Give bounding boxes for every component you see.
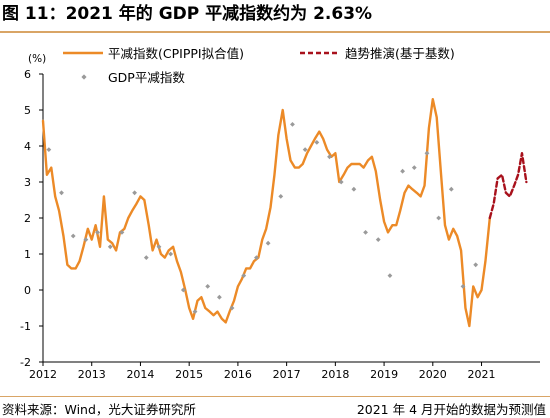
y-tick-label: 0	[24, 284, 31, 297]
legend-gdp-swatch	[81, 74, 87, 80]
gdp-deflator-point	[473, 262, 479, 268]
gdp-deflator-point	[436, 215, 442, 221]
gdp-deflator-point	[132, 190, 138, 196]
gdp-deflator-point	[241, 273, 247, 278]
x-tick-label: 2018	[321, 368, 349, 381]
gdp-deflator-point	[95, 230, 100, 235]
x-tick-label: 2012	[29, 368, 57, 381]
gdp-deflator-point	[59, 190, 64, 196]
gdp-deflator-point	[216, 294, 222, 300]
y-tick-label: 2	[24, 212, 31, 225]
gdp-deflator-point	[387, 273, 393, 278]
fitted-deflator-line	[41, 98, 492, 328]
gdp-deflator-point	[375, 237, 381, 242]
legend-fitted-label: 平减指数(CPIPPI拟合值)	[108, 46, 244, 61]
gdp-deflator-point	[411, 165, 417, 170]
gdp-deflator-point	[290, 122, 295, 127]
y-tick-label: 3	[24, 176, 31, 189]
title-rule	[0, 31, 550, 33]
y-tick-label: -2	[20, 356, 31, 369]
y-tick-label: 4	[24, 140, 31, 153]
gdp-deflator-point	[143, 255, 149, 260]
chart: -2 -1 0 1 2 3 4 5 6 (%) 2012 2013 2014 2015 2016 2017 20…	[20, 46, 540, 381]
y-tick-label: 5	[24, 104, 31, 117]
gdp-deflator-point	[302, 147, 308, 152]
gdp-deflator-point	[83, 237, 89, 242]
axes: -2 -1 0 1 2 3 4 5 6 (%) 2012 2013 2014 2015 2016 2017 20…	[20, 53, 540, 381]
gdp-deflator-point	[180, 287, 186, 293]
gdp-deflator-point	[400, 168, 405, 174]
footer-rule	[0, 396, 550, 397]
x-tick-label: 2020	[419, 368, 447, 381]
x-tick-label: 2015	[175, 368, 203, 381]
gdp-deflator-point	[107, 244, 113, 250]
gdp-deflator-point	[265, 240, 271, 246]
legend-forecast-label: 趋势推演(基于基数)	[345, 46, 455, 61]
x-tick-label: 2013	[78, 368, 106, 381]
gdp-deflator-point	[192, 309, 198, 314]
gdp-deflator-point	[278, 194, 284, 199]
gdp-deflator-point	[327, 154, 332, 160]
gdp-deflator-point	[205, 284, 211, 289]
gdp-deflator-point	[70, 233, 76, 239]
gdp-deflator-point	[351, 186, 357, 192]
gdp-deflator-point	[460, 284, 466, 289]
legend: 平减指数(CPIPPI拟合值) 趋势推演(基于基数) GDP平减指数	[63, 46, 455, 85]
x-tick-label: 2016	[224, 368, 252, 381]
gdp-deflator-point	[168, 251, 174, 257]
gdp-deflator-point	[338, 179, 344, 185]
gdp-deflator-point	[424, 150, 430, 156]
gdp-deflator-point	[363, 230, 368, 235]
x-tick-label: 2019	[370, 368, 398, 381]
y-tick-label: 6	[24, 68, 31, 81]
gdp-deflator-point	[314, 140, 320, 145]
x-tick-label: 2017	[273, 368, 301, 381]
gdp-deflator-point	[46, 147, 52, 152]
y-tick-label: -1	[20, 320, 31, 333]
gdp-deflator-point	[229, 305, 235, 311]
x-tick-label: 2014	[126, 368, 154, 381]
gdp-deflator-point	[254, 255, 259, 260]
legend-gdp-label: GDP平减指数	[108, 70, 185, 85]
y-tick-label: 1	[24, 248, 31, 261]
y-axis-label: (%)	[28, 53, 46, 65]
series-layer	[41, 98, 528, 328]
forecast-note: 2021 年 4 月开始的数据为预测值	[356, 402, 546, 417]
gdp-deflator-point	[156, 244, 162, 250]
forecast-trend-line	[488, 152, 528, 220]
x-tick-label: 2021	[468, 368, 496, 381]
source-note: 资料来源：Wind，光大证券研究所	[2, 402, 196, 417]
gdp-deflator-point	[119, 230, 125, 235]
chart-title: 图 11：2021 年的 GDP 平减指数约为 2.63%	[2, 4, 373, 24]
gdp-deflator-point	[448, 186, 454, 192]
